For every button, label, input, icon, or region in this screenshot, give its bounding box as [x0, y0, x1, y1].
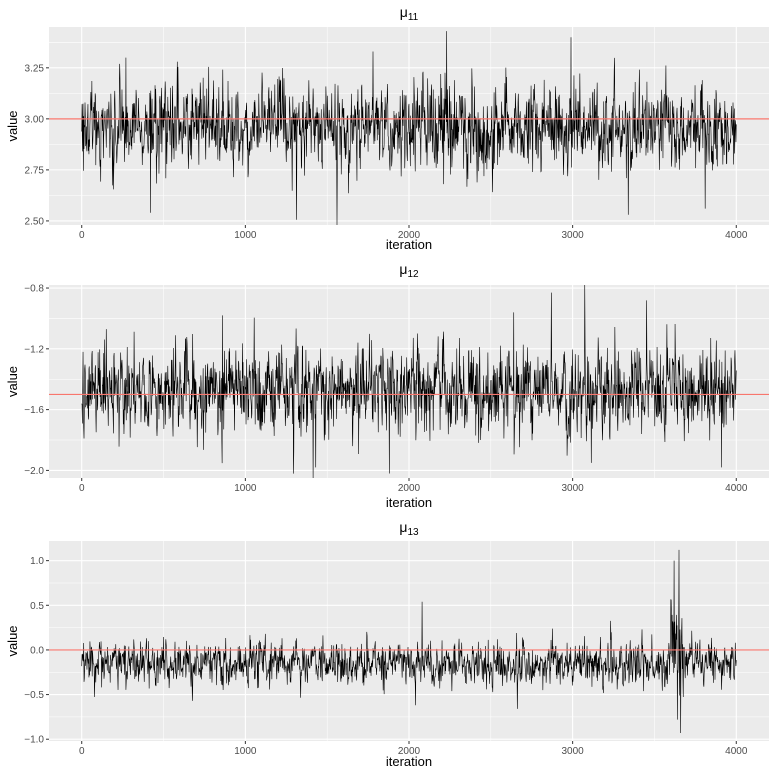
panel-title: μ11	[400, 4, 419, 23]
y-tick-label: −1.6	[24, 405, 44, 416]
panel-title: μ12	[399, 261, 419, 280]
x-tick-label: 0	[79, 230, 85, 241]
y-tick-label: −0.8	[24, 284, 44, 295]
panel-title: μ13	[399, 519, 419, 538]
y-axis-title: value	[5, 366, 20, 397]
x-tick-label: 1000	[234, 746, 257, 757]
y-axis-title: value	[5, 110, 20, 141]
trace-series-line	[81, 284, 737, 479]
x-tick-label: 2000	[398, 230, 421, 241]
x-tick-label: 2000	[398, 746, 421, 757]
x-tick-label: 3000	[562, 230, 585, 241]
y-tick-label: −1.0	[24, 735, 44, 746]
x-tick-label: 2000	[398, 483, 421, 494]
y-tick-label: 2.75	[25, 165, 45, 176]
x-tick-label: 0	[79, 483, 85, 494]
x-tick-label: 3000	[562, 746, 585, 757]
x-axis-title: iteration	[386, 754, 432, 769]
chart-panel-2: 0 1000 2000 3000 4000 −2.0 −1.6 −1.2 −0.8 iterati…	[5, 261, 769, 510]
x-tick-label: 4000	[725, 483, 748, 494]
y-tick-label: 3.25	[25, 63, 45, 74]
trace-series-line	[81, 31, 737, 226]
x-tick-label: 3000	[562, 483, 585, 494]
y-tick-label: 3.00	[25, 114, 45, 125]
chart-panel-3: 0 1000 2000 3000 4000 −1.0 −0.5 0.0 0.5 1.0 iterat…	[5, 519, 769, 769]
y-tick-label: −0.5	[24, 690, 44, 701]
x-tick-label: 1000	[234, 230, 257, 241]
x-axis-title: iteration	[386, 237, 432, 252]
y-tick-label: 2.50	[25, 216, 45, 227]
x-tick-label: 1000	[234, 483, 257, 494]
y-axis-title: value	[5, 625, 20, 656]
y-tick-label: −1.2	[24, 344, 44, 355]
y-tick-label: 0.0	[30, 645, 44, 656]
x-tick-label: 0	[79, 746, 85, 757]
x-axis-title: iteration	[386, 495, 432, 510]
y-tick-label: −2.0	[24, 466, 44, 477]
chart-panel-1: 0 1000 2000 3000 4000 2.50 2.75 3.00 3.25 iterati…	[5, 4, 769, 252]
x-tick-label: 4000	[725, 746, 748, 757]
y-tick-label: 1.0	[30, 556, 44, 567]
x-tick-label: 4000	[725, 230, 748, 241]
y-tick-label: 0.5	[30, 601, 44, 612]
trace-series-line	[81, 549, 737, 733]
